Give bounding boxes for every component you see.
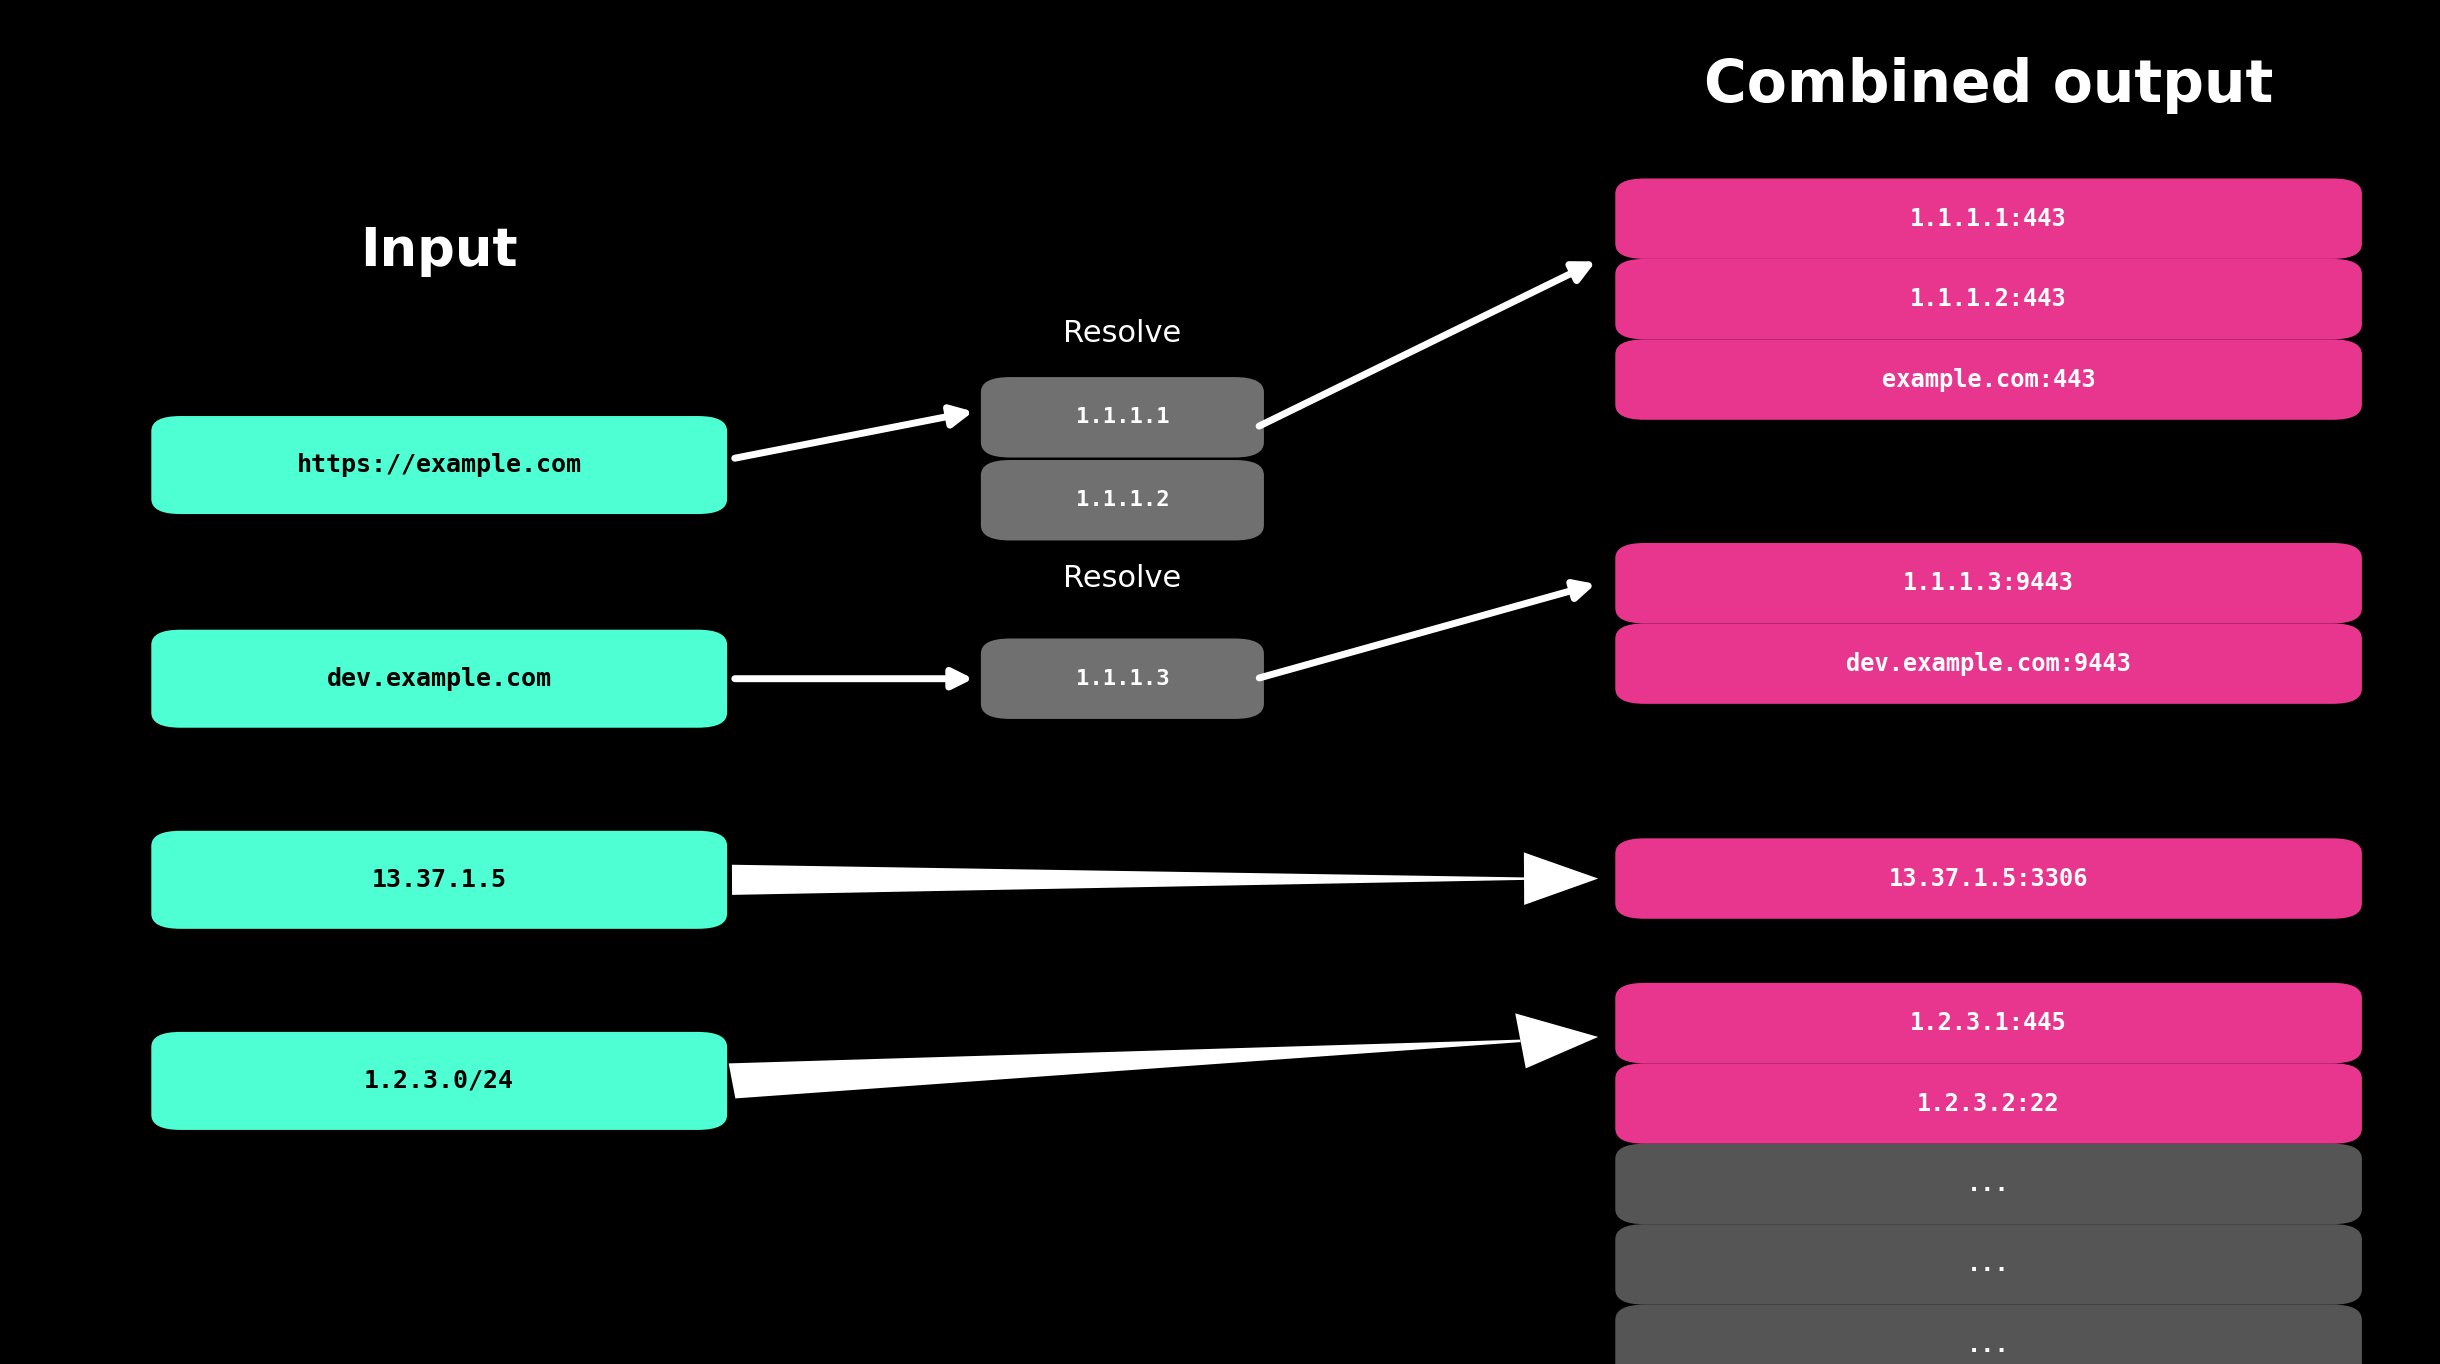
FancyBboxPatch shape: [1615, 1304, 2362, 1364]
Text: 1.2.3.1:445: 1.2.3.1:445: [1911, 1011, 2067, 1035]
FancyBboxPatch shape: [151, 1033, 727, 1129]
FancyBboxPatch shape: [981, 460, 1264, 540]
FancyBboxPatch shape: [151, 630, 727, 728]
FancyBboxPatch shape: [1615, 259, 2362, 340]
FancyBboxPatch shape: [1615, 983, 2362, 1064]
Text: 1.1.1.3:9443: 1.1.1.3:9443: [1903, 572, 2074, 595]
Text: dev.example.com:9443: dev.example.com:9443: [1847, 652, 2130, 675]
Text: Resolve: Resolve: [1064, 319, 1181, 348]
Text: https://example.com: https://example.com: [298, 453, 581, 477]
Text: Resolve: Resolve: [1064, 563, 1181, 593]
Text: example.com:443: example.com:443: [1881, 367, 2096, 391]
Polygon shape: [732, 865, 1525, 895]
Text: dev.example.com: dev.example.com: [327, 667, 551, 690]
Text: 1.1.1.3: 1.1.1.3: [1076, 668, 1169, 689]
Text: 1.1.1.1:443: 1.1.1.1:443: [1911, 207, 2067, 231]
Polygon shape: [730, 1039, 1520, 1098]
FancyBboxPatch shape: [1615, 179, 2362, 259]
FancyBboxPatch shape: [1615, 543, 2362, 623]
Text: 13.37.1.5: 13.37.1.5: [371, 868, 508, 892]
Text: ...: ...: [1967, 1333, 2011, 1357]
FancyBboxPatch shape: [1615, 623, 2362, 704]
Text: 1.1.1.2:443: 1.1.1.2:443: [1911, 288, 2067, 311]
Text: ...: ...: [1967, 1172, 2011, 1196]
FancyBboxPatch shape: [151, 416, 727, 514]
FancyBboxPatch shape: [151, 831, 727, 929]
Text: 1.1.1.1: 1.1.1.1: [1076, 408, 1169, 427]
Text: 1.2.3.2:22: 1.2.3.2:22: [1918, 1091, 2059, 1116]
FancyBboxPatch shape: [1615, 340, 2362, 420]
FancyBboxPatch shape: [1615, 1144, 2362, 1225]
Polygon shape: [1515, 1013, 1598, 1068]
Text: ...: ...: [1967, 1252, 2011, 1277]
FancyBboxPatch shape: [981, 376, 1264, 457]
Text: 1.1.1.2: 1.1.1.2: [1076, 490, 1169, 510]
FancyBboxPatch shape: [1615, 1225, 2362, 1304]
FancyBboxPatch shape: [1615, 1064, 2362, 1144]
Text: Combined output: Combined output: [1703, 56, 2274, 113]
Text: 13.37.1.5:3306: 13.37.1.5:3306: [1889, 866, 2089, 891]
Text: Input: Input: [361, 225, 517, 277]
FancyBboxPatch shape: [981, 638, 1264, 719]
Polygon shape: [1525, 852, 1598, 904]
FancyBboxPatch shape: [1615, 839, 2362, 919]
Text: 1.2.3.0/24: 1.2.3.0/24: [364, 1069, 515, 1093]
